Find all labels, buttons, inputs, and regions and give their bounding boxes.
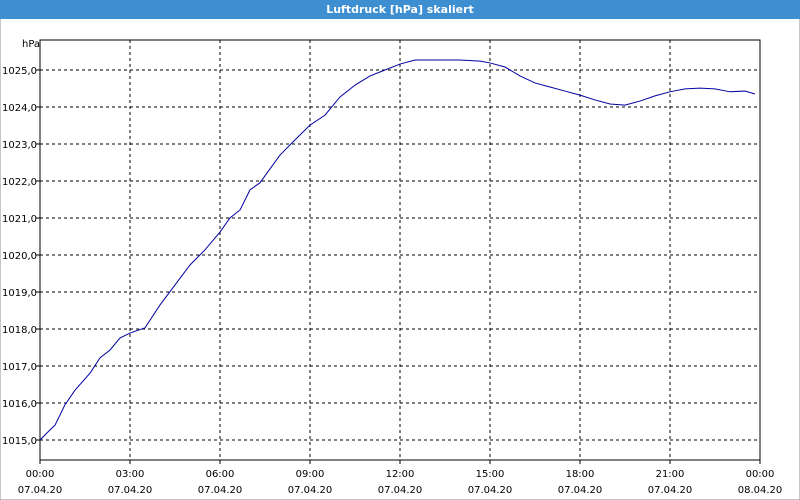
x-tick-date: 07.04.20 [378,485,423,496]
x-tick-time: 09:00 [296,469,325,480]
y-tick-label: 1018,0 [2,325,37,336]
x-tick-time: 00:00 [746,469,775,480]
x-tick-date: 07.04.20 [558,485,603,496]
x-tick-date: 07.04.20 [288,485,333,496]
x-tick-date: 07.04.20 [468,485,513,496]
y-tick-label: 1022,0 [2,177,37,188]
y-tick-label: 1025,0 [2,66,37,77]
y-tick-label: 1021,0 [2,214,37,225]
chart-title: Luftdruck [hPa] skaliert [326,3,474,16]
x-tick-time: 21:00 [656,469,685,480]
x-tick-date: 07.04.20 [108,485,153,496]
x-tick-time: 18:00 [566,469,595,480]
data-line [39,59,756,441]
title-bar [0,0,800,19]
y-tick-label: 1016,0 [2,399,37,410]
x-tick-time: 00:00 [26,469,55,480]
y-tick-label: 1015,0 [2,436,37,447]
x-tick-date: 08.04.20 [738,485,783,496]
x-tick-date: 07.04.20 [18,485,63,496]
y-tick-label: 1019,0 [2,288,37,299]
x-tick-date: 07.04.20 [648,485,693,496]
y-axis-label: hPa [22,39,40,50]
x-tick-time: 12:00 [386,469,415,480]
y-tick-label: 1023,0 [2,140,37,151]
x-tick-date: 07.04.20 [198,485,243,496]
y-tick-label: 1017,0 [2,362,37,373]
y-tick-label: 1024,0 [2,103,37,114]
y-tick-label: 1020,0 [2,251,37,262]
x-tick-time: 03:00 [116,469,145,480]
x-tick-time: 15:00 [476,469,505,480]
x-tick-time: 06:00 [206,469,235,480]
